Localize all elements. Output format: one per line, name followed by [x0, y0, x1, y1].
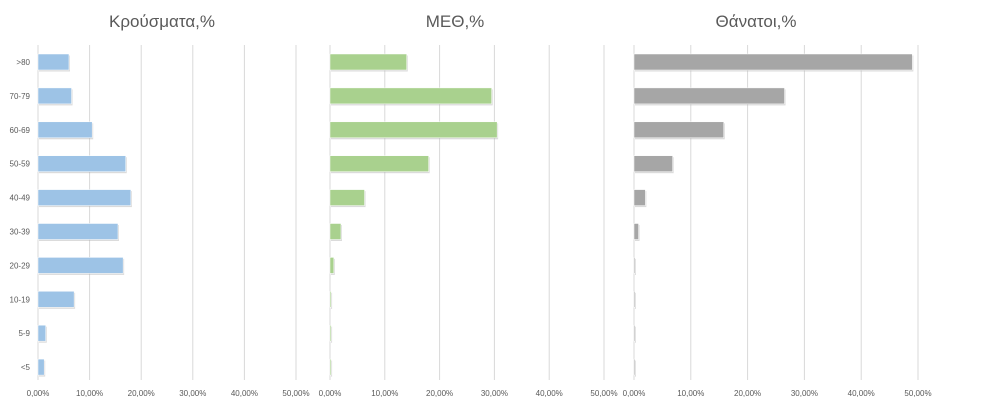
- bar-30-39: [37, 223, 119, 240]
- y-tick-label: 30-39: [10, 228, 31, 237]
- bar-80: [633, 53, 913, 71]
- x-tick-label: 0,00%: [319, 389, 342, 398]
- bar-5: [37, 358, 45, 376]
- bar-5: [633, 358, 636, 376]
- bar-20-29: [37, 257, 124, 274]
- y-tick-label: 70-79: [10, 92, 31, 101]
- chart-panel-3: 0,00% 10,00% 20,00% 30,00% 40,00% 50,00% Θάνατ…: [623, 12, 932, 398]
- x-tick-label: 30,00%: [179, 389, 206, 398]
- x-tick-label: 40,00%: [536, 389, 563, 398]
- x-tick-label: 10,00%: [76, 389, 103, 398]
- x-tick-label: 20,00%: [128, 389, 155, 398]
- bar-shadow: [635, 258, 636, 275]
- bar-5: [329, 358, 332, 376]
- chart-title: Κρούσματα,%: [109, 12, 215, 31]
- bar-40-49: [37, 189, 132, 206]
- bar-20-29: [633, 257, 636, 274]
- x-tick-label: 0,00%: [623, 389, 646, 398]
- chart-title: Θάνατοι,%: [716, 12, 797, 31]
- x-tick-label: 50,00%: [590, 389, 617, 398]
- x-tick-label: 40,00%: [848, 389, 875, 398]
- bar-5-9: [37, 324, 46, 342]
- bar-30-39: [329, 223, 342, 240]
- y-tick-label: >80: [16, 58, 30, 67]
- bar-10-19: [633, 291, 636, 308]
- bar-shadow: [331, 360, 333, 377]
- bar-60-69: [633, 121, 724, 139]
- chart-panel-1: 0,00% 10,00% 20,00% 30,00% 40,00% 50,00% Κρούσ…: [10, 12, 310, 398]
- bar-70-79: [37, 87, 72, 105]
- y-tick-label: 20-29: [10, 261, 31, 270]
- bar-70-79: [329, 87, 492, 105]
- bar-70-79: [633, 87, 785, 105]
- x-tick-label: 50,00%: [282, 389, 309, 398]
- bar-60-69: [329, 121, 498, 139]
- x-tick-label: 30,00%: [791, 389, 818, 398]
- bar-shadow: [635, 326, 636, 343]
- x-tick-label: 20,00%: [734, 389, 761, 398]
- bar-5-9: [633, 324, 636, 342]
- bar-shadow: [635, 292, 636, 309]
- y-tick-label: 40-49: [10, 194, 31, 203]
- bar-20-29: [329, 257, 335, 274]
- bar-shadow: [635, 360, 636, 377]
- bar-5-9: [329, 324, 332, 342]
- bar-60-69: [37, 121, 93, 139]
- y-tick-label: 5-9: [18, 329, 30, 338]
- y-tick-label: 60-69: [10, 126, 31, 135]
- bar-50-59: [37, 155, 126, 172]
- x-tick-label: 40,00%: [231, 389, 258, 398]
- bar-50-59: [329, 155, 429, 172]
- chart-panel-2: 0,00% 10,00% 20,00% 30,00% 40,00% 50,00% ΜΕΘ,%: [319, 12, 618, 398]
- bar-40-49: [633, 189, 646, 206]
- x-tick-label: 0,00%: [27, 389, 50, 398]
- bar-10-19: [329, 291, 332, 308]
- x-tick-label: 20,00%: [426, 389, 453, 398]
- bar-50-59: [633, 155, 673, 172]
- x-tick-label: 50,00%: [904, 389, 931, 398]
- bar-40-49: [329, 189, 365, 206]
- y-tick-label: 50-59: [10, 160, 31, 169]
- bar-30-39: [633, 223, 639, 240]
- chart-title: ΜΕΘ,%: [426, 12, 485, 31]
- bar-10-19: [37, 291, 75, 308]
- x-tick-label: 10,00%: [677, 389, 704, 398]
- bar-shadow: [331, 292, 333, 309]
- y-tick-label: 10-19: [10, 295, 31, 304]
- x-tick-label: 30,00%: [481, 389, 508, 398]
- bar-80: [329, 53, 407, 71]
- bar-80: [37, 53, 70, 71]
- x-tick-label: 10,00%: [371, 389, 398, 398]
- y-tick-label: <5: [21, 363, 31, 372]
- bar-shadow: [331, 326, 333, 343]
